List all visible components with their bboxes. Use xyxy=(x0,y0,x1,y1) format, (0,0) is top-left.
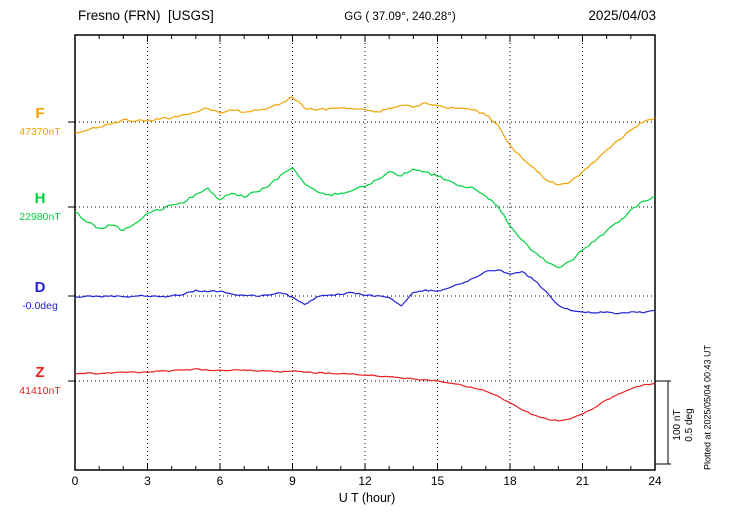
trace-F xyxy=(74,96,656,186)
baseline-value-Z: 41410nT xyxy=(19,385,61,397)
geographic-coordinates: GG ( 37.09°, 240.28°) xyxy=(344,11,456,23)
station-title: Fresno (FRN) [USGS] xyxy=(78,8,214,23)
x-tick-label-24: 24 xyxy=(648,474,662,488)
x-tick-label-12: 12 xyxy=(358,474,372,488)
x-tick-label-18: 18 xyxy=(503,474,517,488)
x-tick-label-3: 3 xyxy=(144,474,151,488)
baseline-value-H: 22980nT xyxy=(19,211,61,223)
trace-D xyxy=(74,269,656,315)
channel-label-Z: Z xyxy=(35,364,45,381)
x-tick-label-6: 6 xyxy=(216,474,224,488)
x-tick-label-21: 21 xyxy=(575,474,590,488)
x-tick-label-0: 0 xyxy=(71,474,79,488)
scale-deg-label: 0.5 deg xyxy=(684,408,695,442)
x-axis-title: U T (hour) xyxy=(338,491,396,505)
trace-Z xyxy=(74,368,656,422)
baseline-value-D: -0.0deg xyxy=(22,300,58,312)
channel-label-H: H xyxy=(34,190,46,207)
trace-H xyxy=(74,167,656,269)
x-tick-label-9: 9 xyxy=(289,474,296,488)
plot-frame xyxy=(74,34,656,471)
plotted-at-label: Plotted at 2025/05/04 00:43 UT xyxy=(702,344,713,471)
scale-bar-labels: 100 nT 0.5 deg xyxy=(672,390,696,460)
channel-label-D: D xyxy=(34,279,46,296)
scale-nt-label: 100 nT xyxy=(672,409,683,441)
x-tick-label-15: 15 xyxy=(430,474,445,488)
date-label: 2025/04/03 xyxy=(588,8,656,23)
baseline-value-F: 47370nT xyxy=(19,126,61,138)
channel-label-F: F xyxy=(35,105,45,122)
